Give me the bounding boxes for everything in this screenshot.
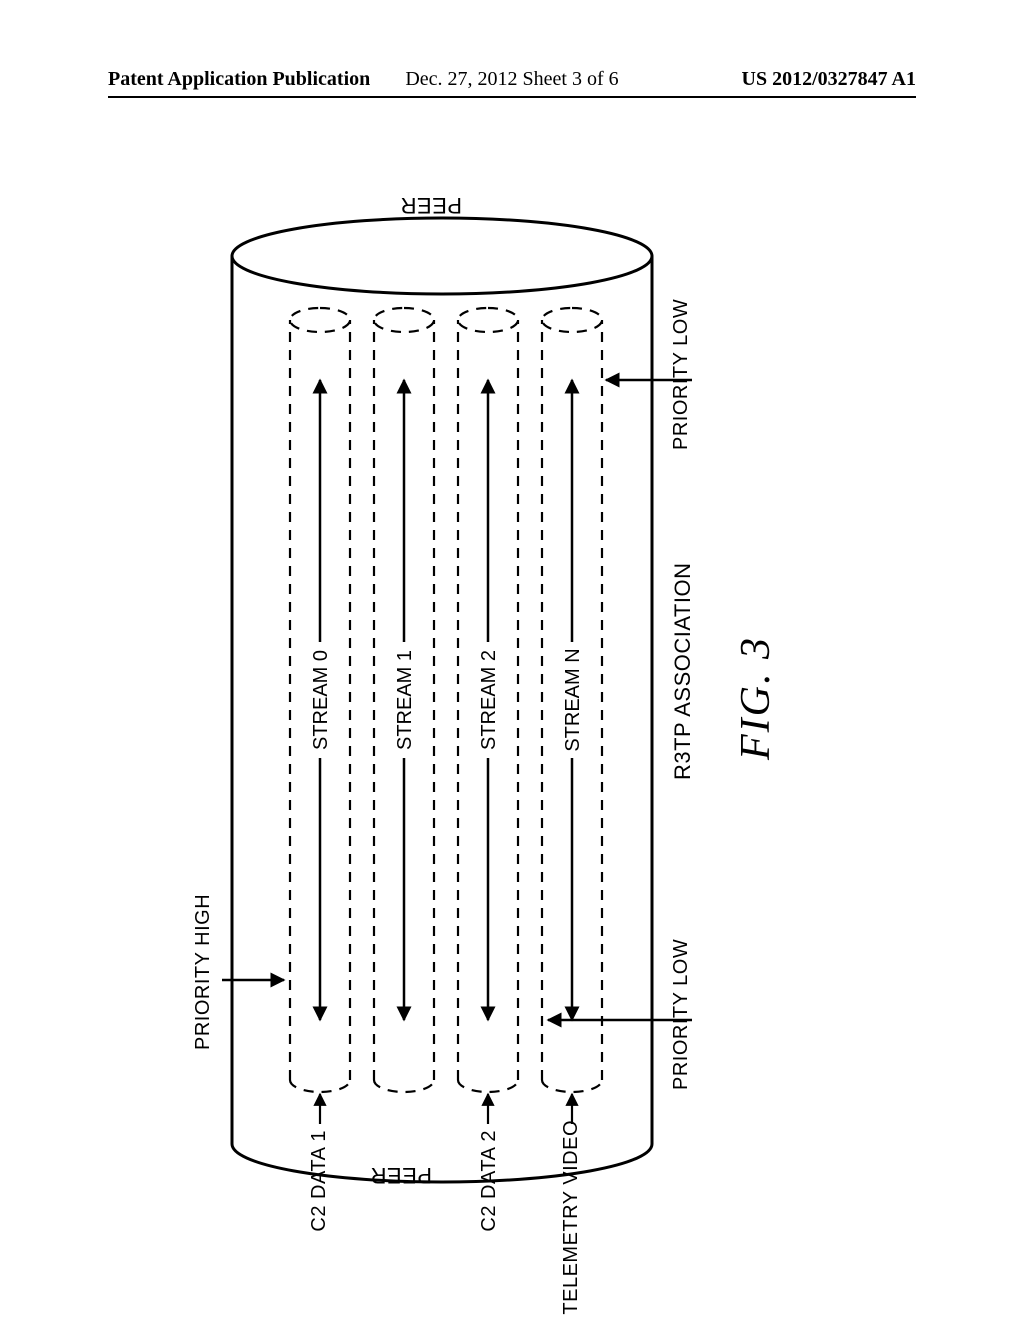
figure-3: STREAM 0 STREAM 1 STREAM 2 STREAM N PEER PE… bbox=[172, 180, 852, 1220]
stream-label: STREAM 2 bbox=[478, 650, 500, 750]
figure-caption: FIG. 3 bbox=[732, 636, 780, 760]
stream-label: STREAM 0 bbox=[310, 650, 332, 750]
peer-left-label: PEER bbox=[370, 1162, 432, 1188]
telemetry-label: TELEMETRY VIDEO bbox=[560, 1120, 583, 1315]
stream-label: STREAM N bbox=[562, 648, 584, 751]
c2-data-1-label: C2 DATA 1 bbox=[308, 1130, 331, 1232]
association-label: R3TP ASSOCIATION bbox=[670, 563, 696, 780]
header-right: US 2012/0327847 A1 bbox=[742, 68, 916, 91]
c2-data-2-label: C2 DATA 2 bbox=[478, 1130, 501, 1232]
priority-low-right-label: PRIORITY LOW bbox=[670, 299, 693, 450]
priority-low-left-label: PRIORITY LOW bbox=[670, 939, 693, 1090]
peer-right-label: PEER bbox=[400, 192, 462, 218]
header-rule bbox=[108, 96, 916, 98]
priority-high-label: PRIORITY HIGH bbox=[192, 894, 215, 1050]
stream-label: STREAM 1 bbox=[394, 650, 416, 750]
